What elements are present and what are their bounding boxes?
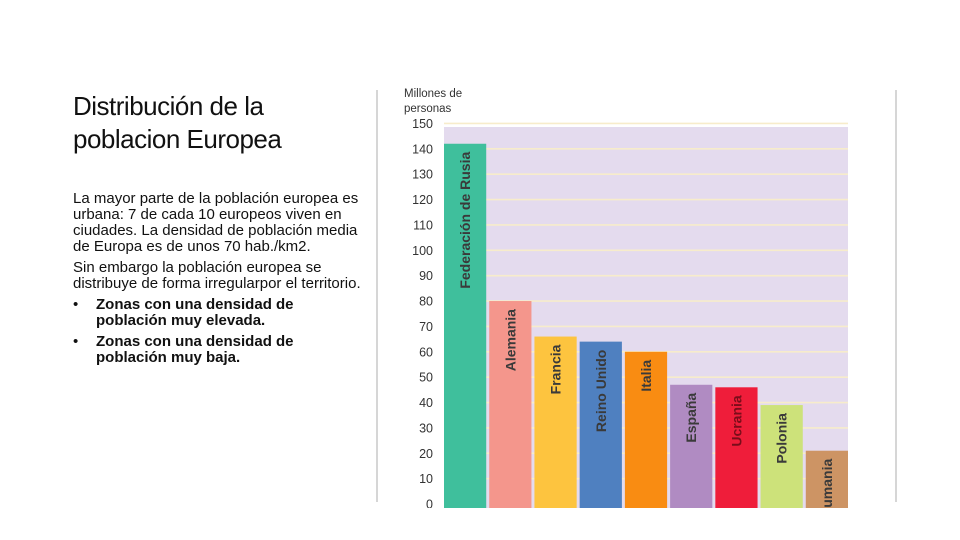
bullet-text: Zonas con una densidad de población muy … <box>96 296 294 329</box>
y-tick-label: 80 <box>419 295 433 309</box>
y-tick-label: 20 <box>419 447 433 461</box>
y-tick-label: 110 <box>413 218 433 232</box>
bar-rumania <box>805 450 848 508</box>
bullet-text: Zonas con una densidad de población muy … <box>96 333 294 366</box>
bar-ucrania <box>715 387 758 508</box>
y-tick-label: 0 <box>426 498 433 509</box>
y-tick-label: 100 <box>412 244 433 258</box>
y-tick-label: 60 <box>419 345 433 359</box>
category-label: Reino Unido <box>593 350 609 432</box>
bullet-item-high-density: • Zonas con una densidad de población muy… <box>73 297 368 329</box>
category-label: Italia <box>638 360 654 392</box>
y-tick-label: 120 <box>412 193 433 207</box>
y-tick-label: 30 <box>419 421 433 435</box>
population-bar-chart: 0 10 20 30 40 50 60 70 80 90 100 110 120 130 140 150 Mil… <box>376 84 898 508</box>
bar-reino-unido <box>579 341 622 508</box>
bar-españa <box>670 384 713 508</box>
category-label: Polonia <box>774 413 790 464</box>
bar-federación-de-rusia <box>444 143 487 508</box>
slide-body: La mayor parte de la población europea e… <box>73 191 368 371</box>
category-label: Ucrania <box>728 395 744 447</box>
y-tick-label: 140 <box>412 142 433 156</box>
bullet-list: • Zonas con una densidad de población muy… <box>73 297 368 366</box>
chart-svg: 0 10 20 30 40 50 60 70 80 90 100 110 120 130 140 150 Mil… <box>376 88 897 509</box>
y-tick-label: 50 <box>419 371 433 385</box>
y-tick-label: 70 <box>419 320 433 334</box>
bullet-marker: • <box>73 296 79 313</box>
category-label: Federación de Rusia <box>457 152 473 289</box>
page-title: Distribución de la poblacion Europea <box>73 91 282 154</box>
y-tick-label: 130 <box>412 168 433 182</box>
y-tick-label: 150 <box>412 117 433 131</box>
bar-francia <box>534 336 577 508</box>
bullet-item-low-density: • Zonas con una densidad de población muy… <box>73 334 368 366</box>
category-label: España <box>683 393 699 443</box>
category-label: Alemania <box>502 309 518 371</box>
bar-alemania <box>489 301 532 508</box>
y-tick-label: 90 <box>419 269 433 283</box>
bullet-marker: • <box>73 333 79 350</box>
category-label: Francia <box>548 344 564 394</box>
paragraph-distribution: Sin embargo la población europea se dist… <box>73 259 361 292</box>
category-label: Rumania <box>819 459 835 508</box>
y-tick-label: 10 <box>419 472 433 486</box>
y-axis-label: personas <box>404 103 452 115</box>
bar-italia <box>624 351 668 508</box>
y-tick-label: 40 <box>419 396 433 410</box>
bar-polonia <box>760 405 803 508</box>
y-axis-label: Millones de <box>404 88 462 100</box>
paragraph-urban: La mayor parte de la población europea e… <box>73 190 359 255</box>
